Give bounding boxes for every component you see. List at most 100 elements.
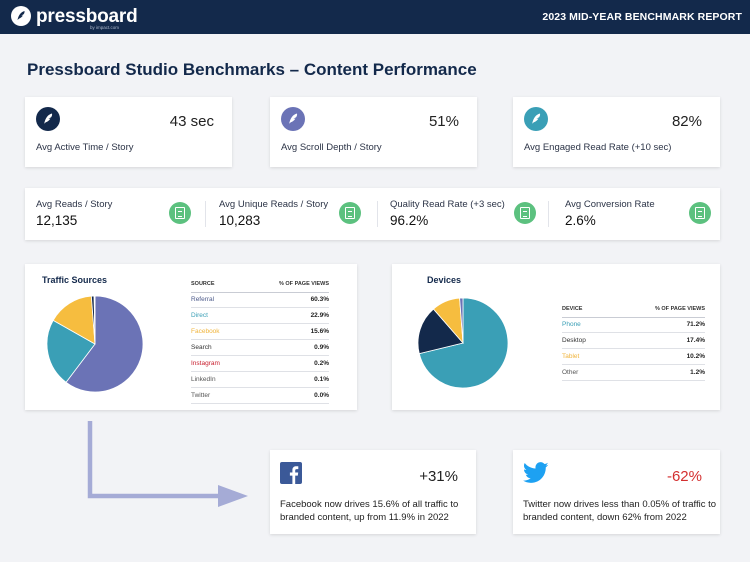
devices-panel: Devices DEVICE % OF PAGE VIEWS Phone 71.2… (392, 264, 720, 410)
brand-logo[interactable]: pressboard (11, 5, 138, 27)
metric-label: Avg Active Time / Story (36, 142, 134, 153)
source-name: Instagram (191, 355, 242, 372)
metric-card-scroll-depth: 51% Avg Scroll Depth / Story (270, 97, 477, 167)
insight-text: Twitter now drives less than 0.05% of tr… (523, 499, 717, 523)
table-row: Desktop 17.4% (562, 332, 705, 350)
panel-title: Devices (427, 275, 462, 285)
metric-card-engaged-read-rate: 82% Avg Engaged Read Rate (+10 sec) (513, 97, 720, 167)
divider (548, 201, 549, 227)
source-name: Twitter (191, 387, 242, 404)
stat-value: 12,135 (36, 213, 78, 228)
devices-pie-chart (417, 297, 509, 389)
device-pct: 17.4% (608, 332, 705, 350)
stat-value: 2.6% (565, 213, 596, 228)
document-icon (689, 202, 711, 224)
traffic-pie-chart (46, 295, 144, 393)
brand-subtitle: by impact.com (90, 25, 120, 30)
source-name: Facebook (191, 323, 242, 341)
stat-label: Avg Reads / Story (36, 199, 113, 210)
column-header: % OF PAGE VIEWS (241, 276, 329, 293)
metric-value: 82% (671, 113, 702, 130)
quill-icon (524, 107, 548, 131)
source-pct: 15.6% (241, 323, 329, 341)
table-row: Referral 60.3% (191, 292, 329, 309)
table-row: Other 1.2% (562, 364, 705, 382)
change-percent: -62% (666, 468, 702, 485)
stats-strip: Avg Reads / Story 12,135 Avg Unique Read… (25, 188, 720, 240)
stat-value: 96.2% (390, 213, 429, 228)
pie-slice-desktop (417, 308, 464, 355)
source-name: Referral (191, 292, 242, 309)
facebook-icon (280, 462, 302, 489)
pie-slice-phone (418, 297, 509, 389)
table-row: Twitter 0.0% (191, 387, 329, 404)
device-pct: 10.2% (608, 348, 705, 366)
metric-value: 43 sec (169, 113, 214, 130)
divider (205, 201, 206, 227)
source-pct: 22.9% (241, 307, 329, 325)
quill-icon (281, 107, 305, 131)
source-name: Direct (191, 307, 242, 325)
source-pct: 0.1% (241, 371, 329, 388)
table-row: Facebook 15.6% (191, 323, 329, 341)
pie-slice-facebook (52, 295, 96, 345)
facebook-insight-card: +31% Facebook now drives 15.6% of all tr… (270, 450, 476, 534)
document-icon (169, 202, 191, 224)
stat-conversion-rate: Avg Conversion Rate 2.6% (565, 188, 715, 240)
stat-quality-read-rate: Quality Read Rate (+3 sec) 96.2% (390, 188, 560, 240)
table-row: Direct 22.9% (191, 307, 329, 325)
table-row: Instagram 0.2% (191, 355, 329, 372)
source-pct: 0.0% (241, 387, 329, 404)
pie-slice-direct (46, 319, 96, 383)
source-pct: 60.3% (241, 292, 329, 309)
panel-title: Traffic Sources (42, 275, 108, 285)
table-row: LinkedIn 0.1% (191, 371, 329, 388)
metric-label: Avg Engaged Read Rate (+10 sec) (524, 142, 672, 153)
metric-card-active-time: 43 sec Avg Active Time / Story (25, 97, 232, 167)
twitter-insight-card: -62% Twitter now drives less than 0.05% … (513, 450, 720, 534)
stat-label: Avg Unique Reads / Story (219, 199, 329, 210)
column-header: DEVICE (562, 301, 609, 318)
stat-value: 10,283 (219, 213, 261, 228)
table-row: Search 0.9% (191, 339, 329, 357)
change-percent: +31% (419, 468, 458, 485)
source-name: Search (191, 339, 242, 357)
pie-slice-other (459, 297, 464, 344)
report-title: 2023 MID-YEAR BENCHMARK REPORT (542, 11, 742, 23)
device-name: Desktop (562, 332, 609, 350)
traffic-table: SOURCE % OF PAGE VIEWS Referral 60.3% Dir… (191, 276, 329, 404)
brand-name: pressboard (36, 5, 138, 27)
page-title: Pressboard Studio Benchmarks – Content P… (27, 60, 477, 79)
device-pct: 1.2% (608, 364, 705, 382)
insight-text: Facebook now drives 15.6% of all traffic… (280, 499, 459, 523)
stat-unique-reads: Avg Unique Reads / Story 10,283 (219, 188, 389, 240)
stat-label: Quality Read Rate (+3 sec) (390, 199, 505, 210)
column-header: SOURCE (191, 276, 242, 293)
table-row: Tablet 10.2% (562, 348, 705, 366)
metric-value: 51% (428, 113, 459, 130)
quill-icon (11, 6, 31, 26)
traffic-sources-panel: Traffic Sources SOURCE % OF PAGE VIEWS R… (25, 264, 357, 410)
table-header-row: DEVICE % OF PAGE VIEWS (562, 301, 705, 318)
devices-table: DEVICE % OF PAGE VIEWS Phone 71.2% Deskto… (562, 301, 705, 382)
metric-label: Avg Scroll Depth / Story (281, 142, 382, 153)
pie-slice-referral (65, 295, 144, 393)
stat-avg-reads: Avg Reads / Story 12,135 (36, 188, 216, 240)
header-bar: pressboard by impact.com 2023 MID-YEAR B… (0, 0, 750, 34)
device-name: Phone (562, 317, 609, 334)
document-icon (339, 202, 361, 224)
source-name: LinkedIn (191, 371, 242, 388)
source-pct: 0.2% (241, 355, 329, 372)
device-name: Other (562, 364, 609, 382)
quill-icon (36, 107, 60, 131)
column-header: % OF PAGE VIEWS (608, 301, 705, 318)
device-pct: 71.2% (608, 317, 705, 334)
table-row: Phone 71.2% (562, 317, 705, 334)
document-icon (514, 202, 536, 224)
divider (377, 201, 378, 227)
source-pct: 0.9% (241, 339, 329, 357)
device-name: Tablet (562, 348, 609, 366)
table-header-row: SOURCE % OF PAGE VIEWS (191, 276, 329, 293)
stat-label: Avg Conversion Rate (565, 199, 655, 210)
twitter-icon (522, 462, 549, 489)
